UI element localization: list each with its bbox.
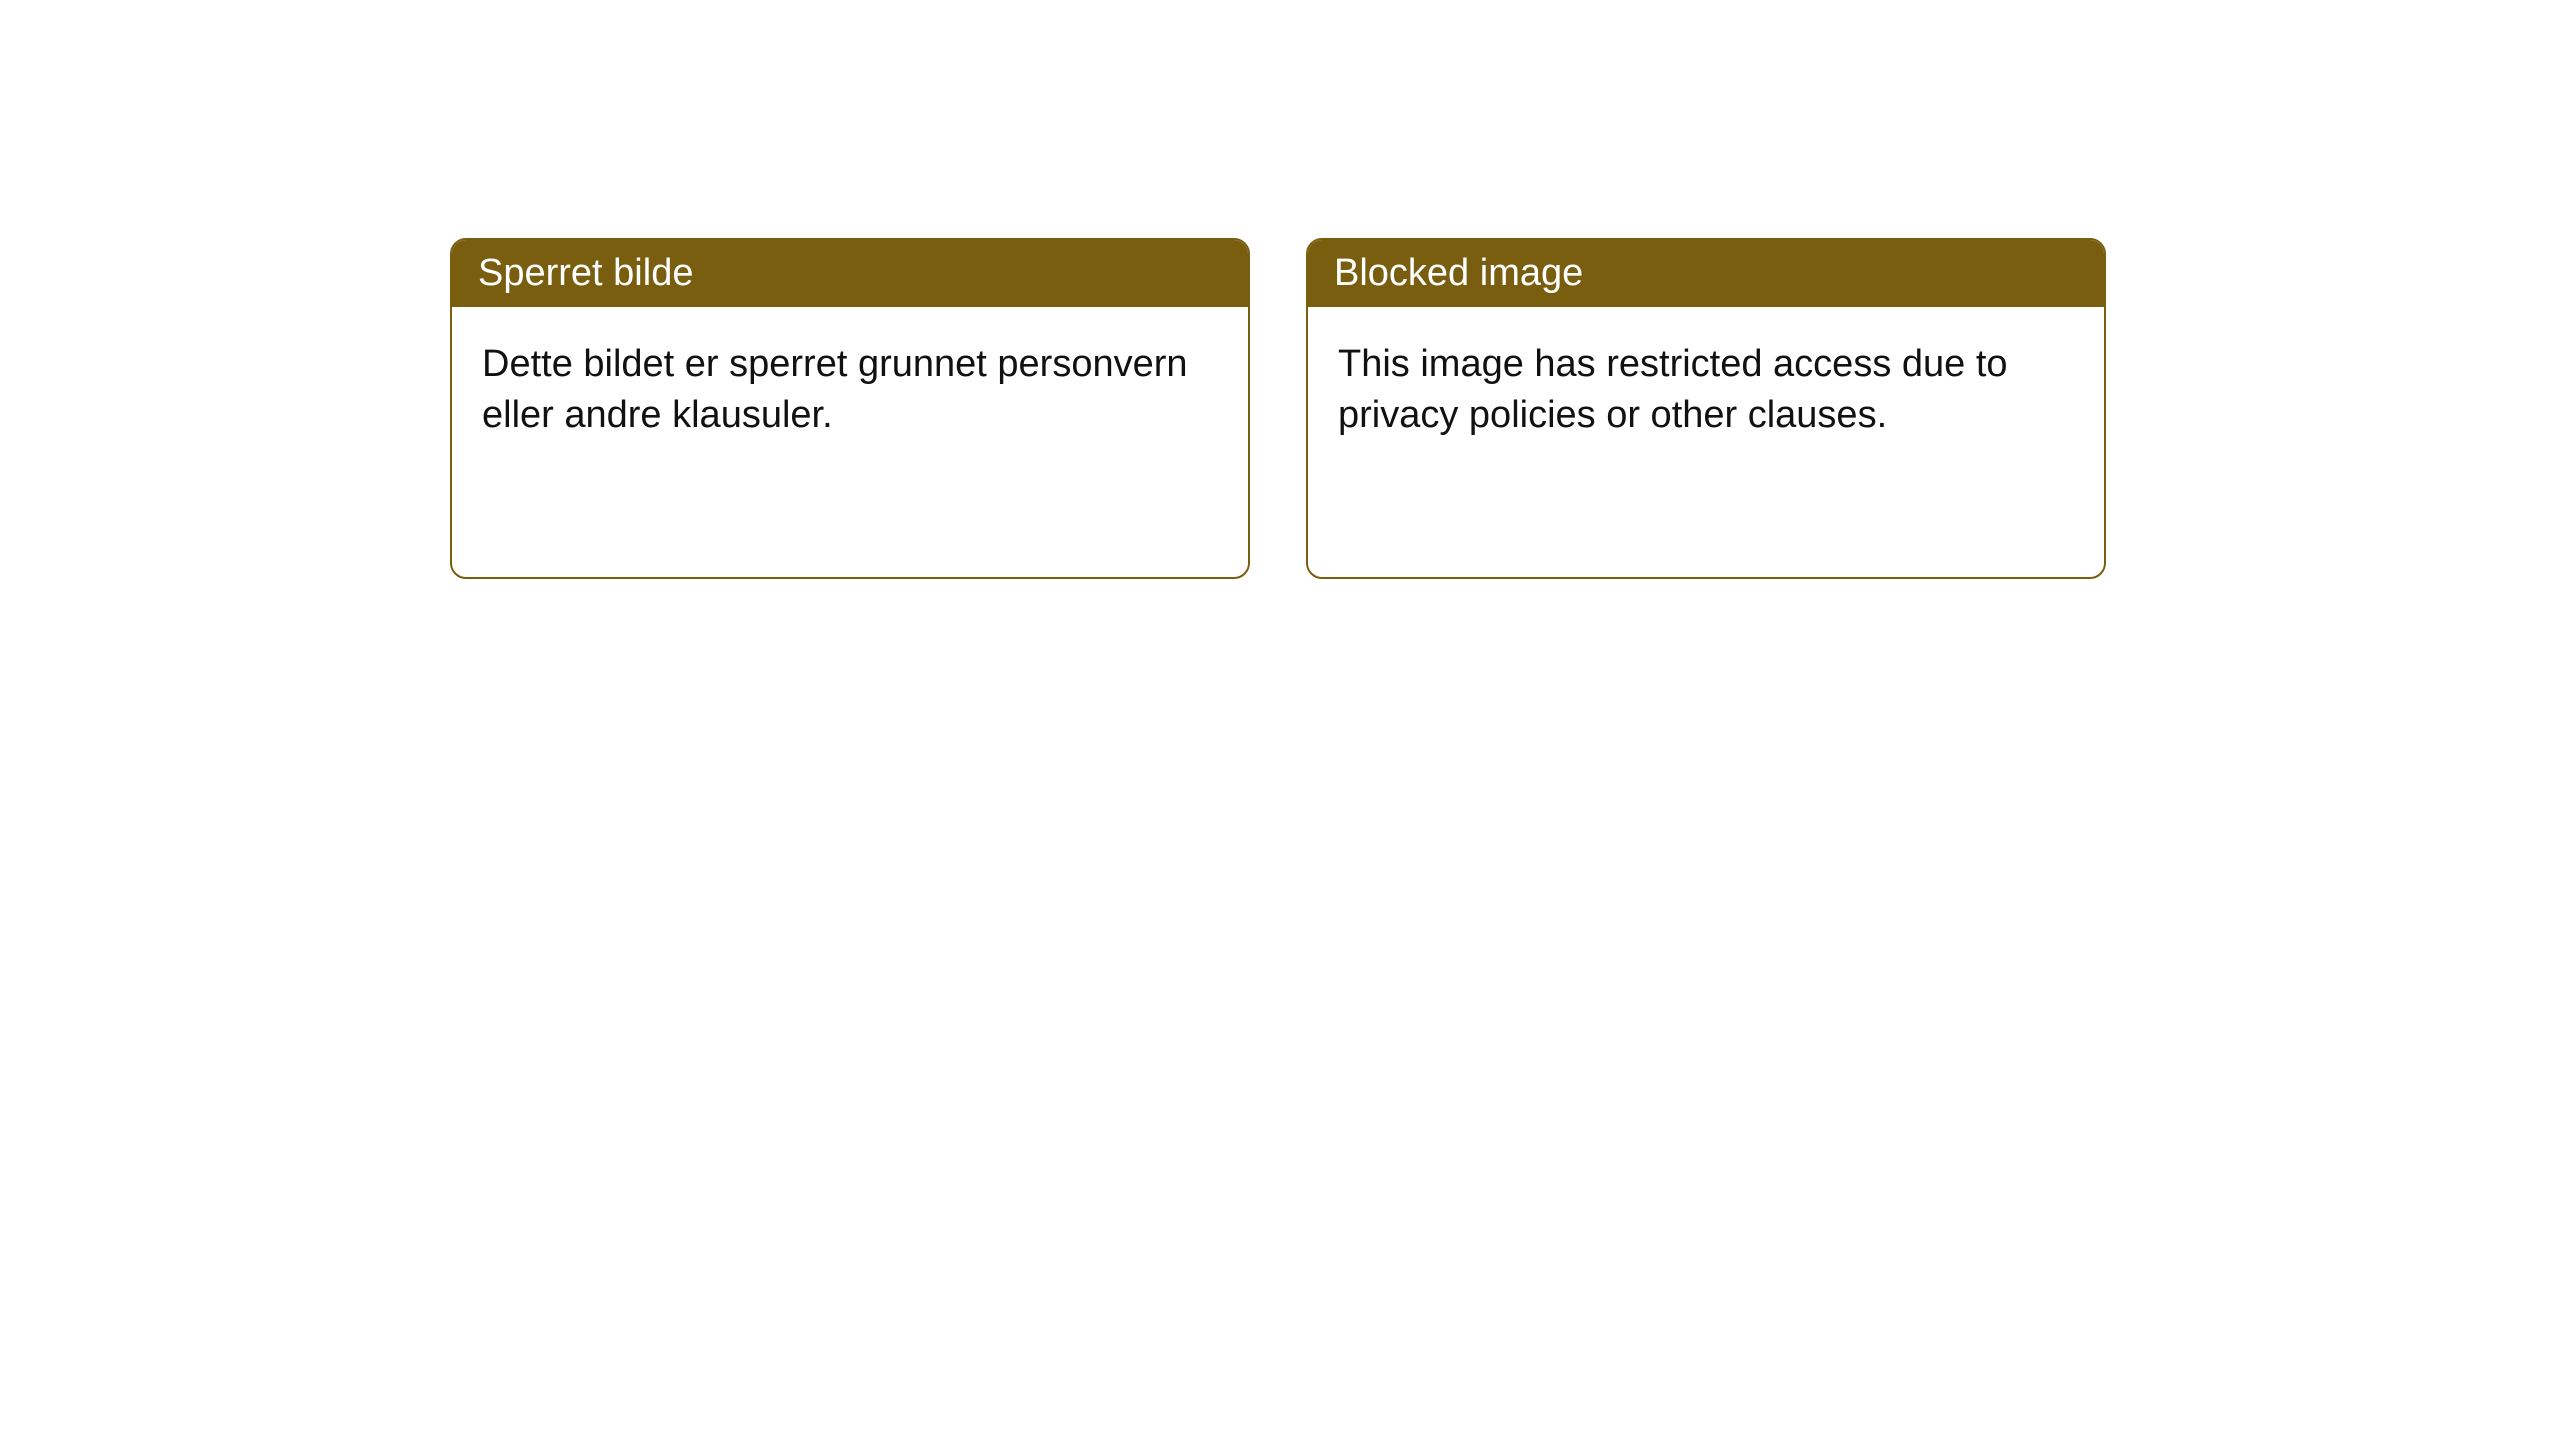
notice-card-body: This image has restricted access due to … (1308, 307, 2104, 577)
notice-container: Sperret bilde Dette bildet er sperret gr… (450, 238, 2106, 579)
notice-card-english: Blocked image This image has restricted … (1306, 238, 2106, 579)
notice-card-title: Sperret bilde (478, 252, 693, 294)
notice-card-header: Blocked image (1308, 240, 2104, 307)
notice-card-body: Dette bildet er sperret grunnet personve… (452, 307, 1248, 577)
notice-card-header: Sperret bilde (452, 240, 1248, 307)
notice-card-norwegian: Sperret bilde Dette bildet er sperret gr… (450, 238, 1250, 579)
notice-card-text: This image has restricted access due to … (1338, 343, 2008, 436)
notice-card-title: Blocked image (1334, 252, 1583, 294)
notice-card-text: Dette bildet er sperret grunnet personve… (482, 343, 1188, 436)
